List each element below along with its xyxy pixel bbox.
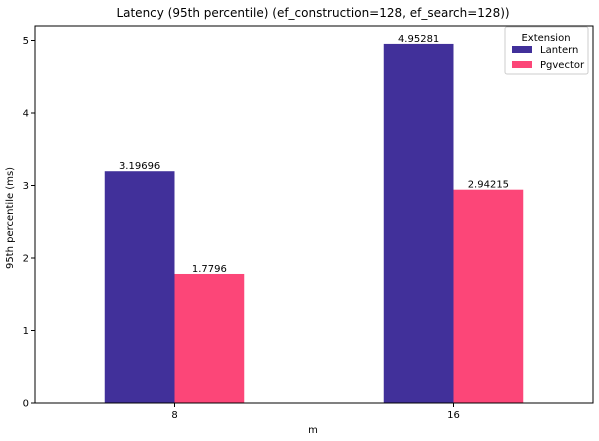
data-label-pgvector-8: 1.7796	[192, 264, 227, 275]
plot-area: 3.19696 4.95281 1.7796 2.94215 0 1 2 3 4 5 8 16	[23, 25, 594, 421]
legend: Extension Lantern Pgvector	[504, 26, 589, 75]
y-tick-label-4: 4	[23, 109, 29, 120]
bar-pgvector-16	[453, 189, 524, 403]
bar-pgvector-8	[174, 273, 245, 403]
legend-swatch-pgvector	[512, 61, 532, 68]
y-tick-label-5: 5	[23, 36, 29, 47]
data-label-lantern-8: 3.19696	[119, 161, 160, 172]
plot-frame	[34, 25, 594, 404]
x-tick-label-16: 16	[447, 410, 460, 421]
data-label-lantern-16: 4.95281	[398, 34, 439, 45]
x-axis-label: m	[308, 425, 318, 436]
bar-lantern-16	[383, 43, 454, 404]
chart-title: Latency (95th percentile) (ef_constructi…	[116, 6, 509, 20]
bar-lantern-8	[104, 171, 175, 403]
x-tick-label-8: 8	[171, 410, 177, 421]
legend-title: Extension	[521, 33, 570, 44]
legend-label-pgvector: Pgvector	[540, 60, 585, 71]
legend-swatch-lantern	[512, 46, 532, 53]
y-axis-label: 95th percentile (ms)	[5, 167, 16, 269]
y-tick-label-1: 1	[23, 326, 29, 337]
y-tick-label-2: 2	[23, 254, 29, 265]
y-tick-label-0: 0	[23, 399, 29, 410]
legend-label-lantern: Lantern	[540, 45, 578, 56]
y-tick-label-3: 3	[23, 181, 29, 192]
data-label-pgvector-16: 2.94215	[468, 180, 509, 191]
